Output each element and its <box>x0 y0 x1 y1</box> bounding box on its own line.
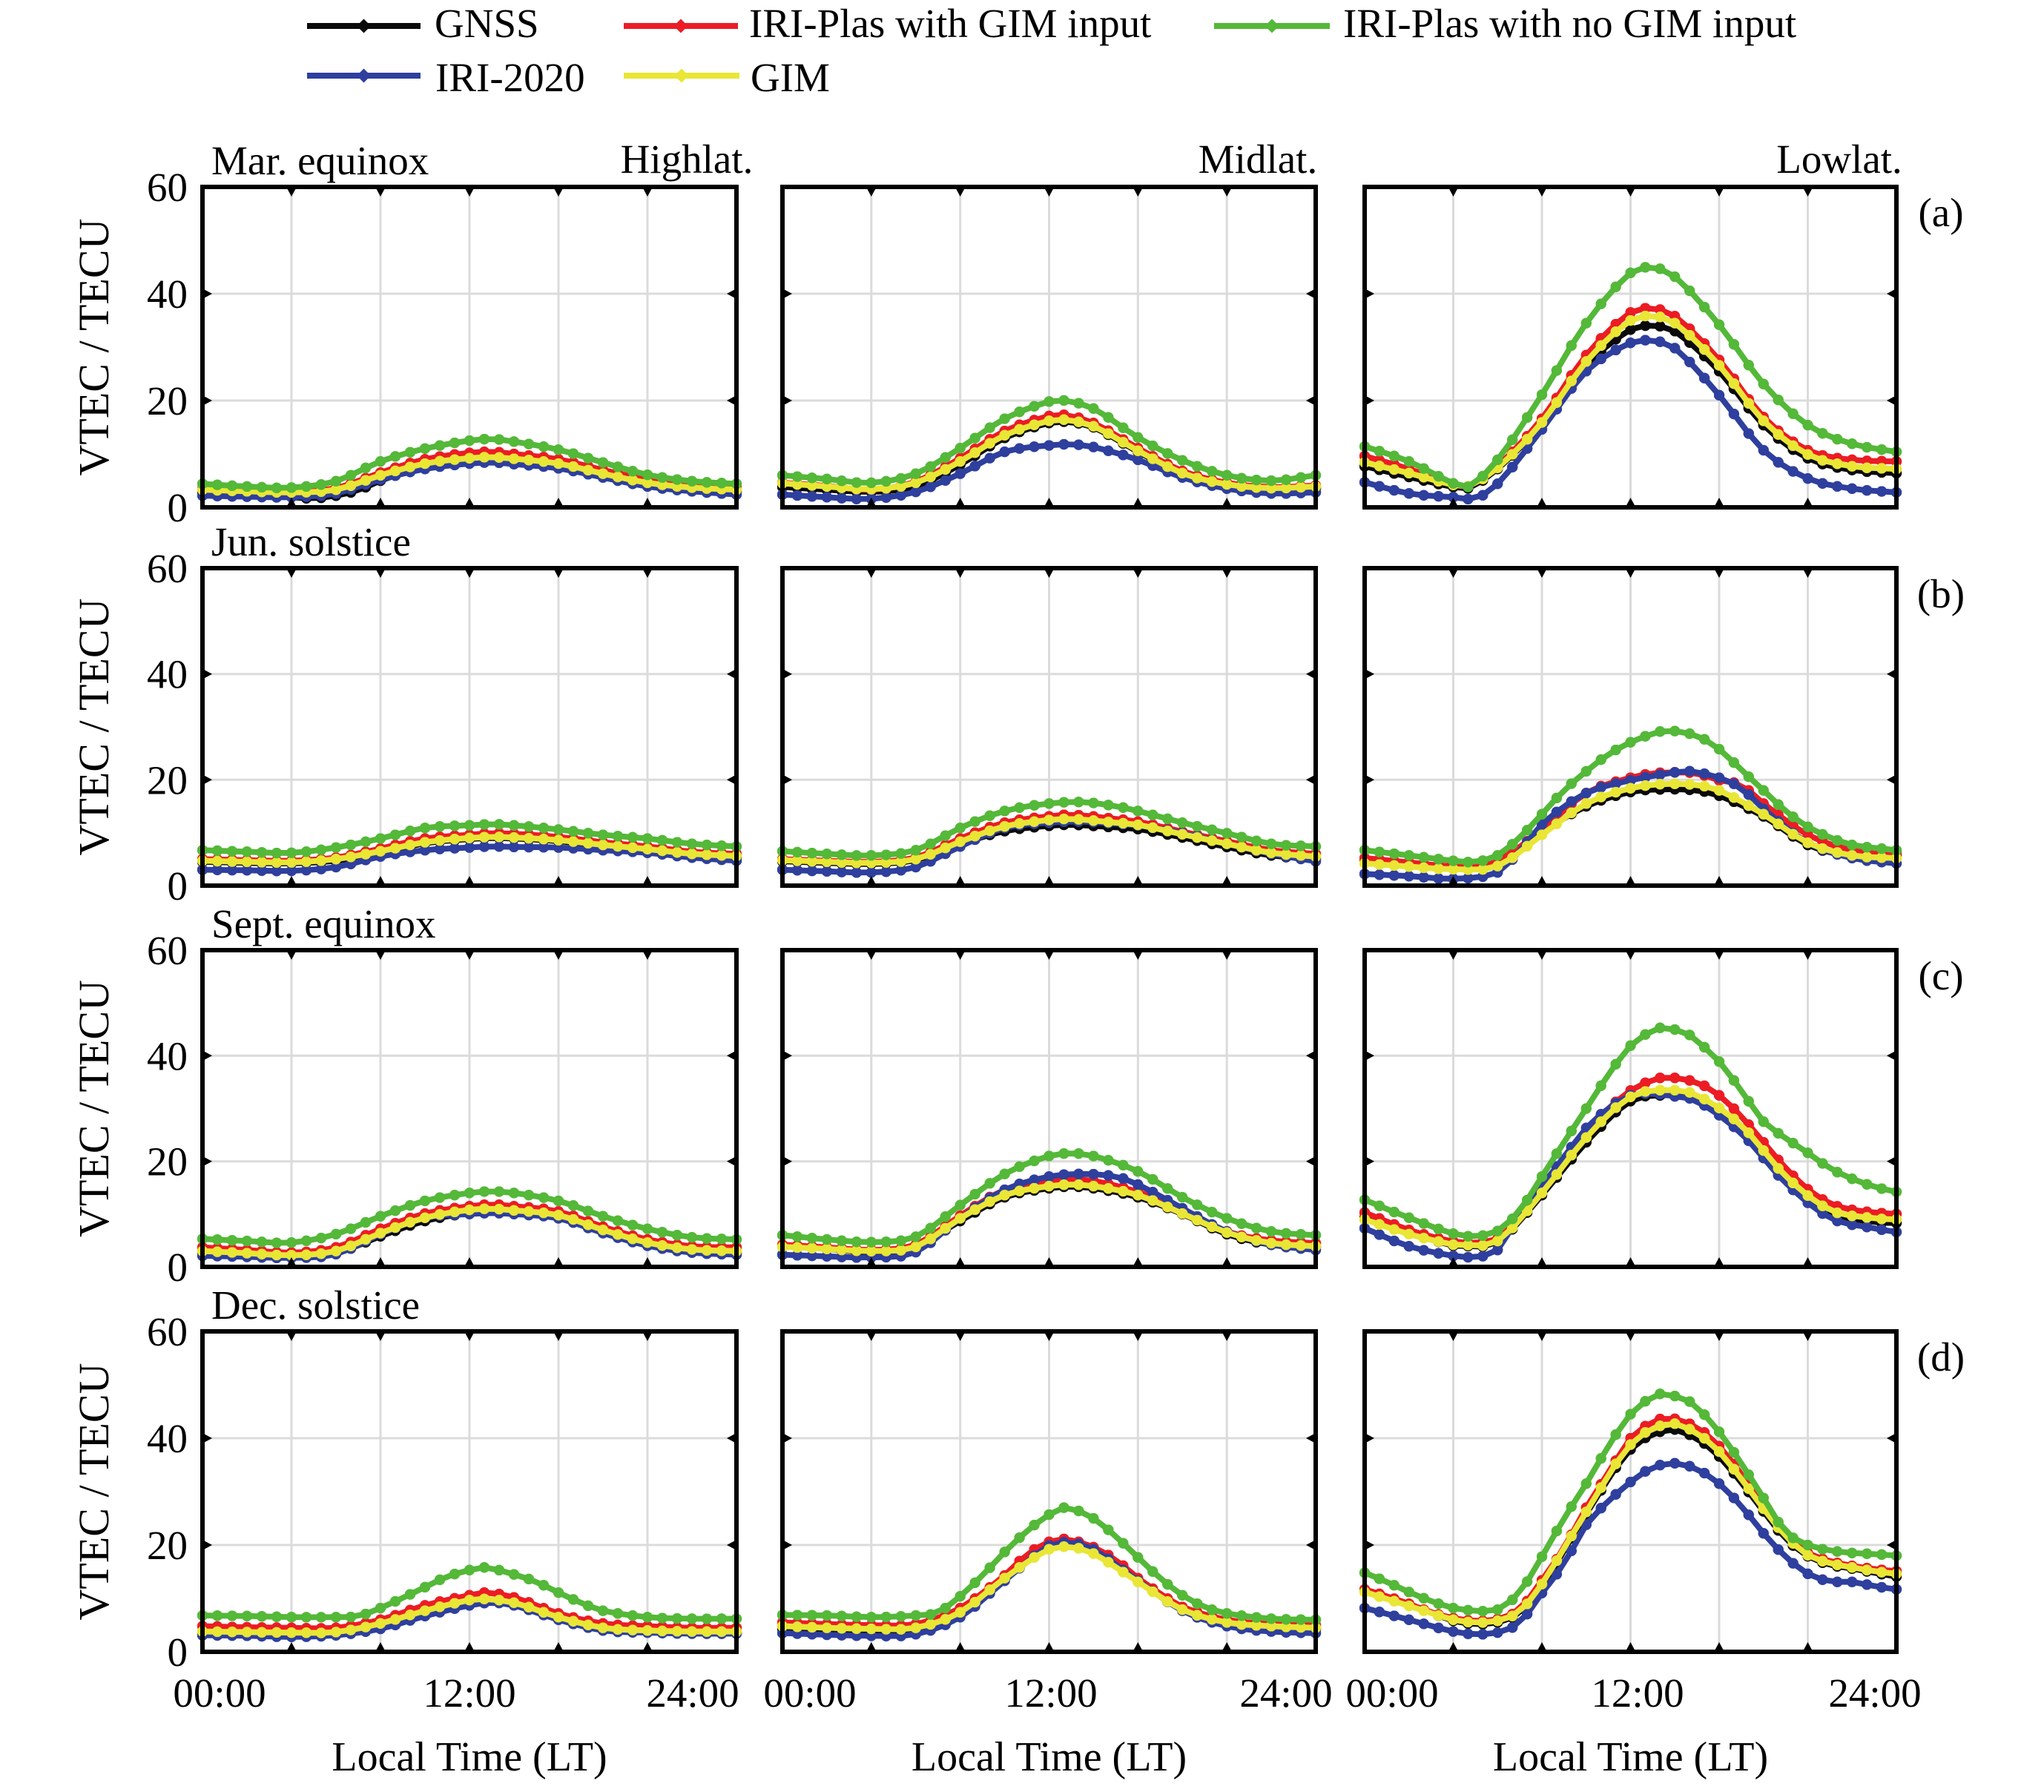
svg-text:12:00: 12:00 <box>1591 1670 1684 1716</box>
svg-text:60: 60 <box>147 1309 188 1354</box>
svg-text:Jun. solstice: Jun. solstice <box>211 519 411 564</box>
svg-text:GNSS: GNSS <box>435 1 539 46</box>
svg-text:VTEC / TECU: VTEC / TECU <box>70 1363 118 1621</box>
svg-text:Lowlat.: Lowlat. <box>1776 136 1902 182</box>
svg-text:(b): (b) <box>1917 571 1965 616</box>
svg-text:(c): (c) <box>1918 953 1963 998</box>
svg-text:60: 60 <box>147 928 188 973</box>
svg-text:Highlat.: Highlat. <box>621 136 754 182</box>
svg-text:(a): (a) <box>1918 190 1963 235</box>
svg-text:00:00: 00:00 <box>763 1670 856 1716</box>
svg-text:0: 0 <box>168 1630 188 1675</box>
svg-text:Dec. solstice: Dec. solstice <box>211 1282 420 1328</box>
svg-text:40: 40 <box>147 271 188 317</box>
svg-text:12:00: 12:00 <box>423 1670 515 1716</box>
svg-text:20: 20 <box>147 757 188 803</box>
svg-text:IRI-Plas with GIM input: IRI-Plas with GIM input <box>749 1 1151 46</box>
svg-text:VTEC / TECU: VTEC / TECU <box>70 219 118 476</box>
svg-text:00:00: 00:00 <box>173 1670 266 1716</box>
svg-text:24:00: 24:00 <box>646 1670 739 1716</box>
svg-text:40: 40 <box>147 1416 188 1461</box>
svg-text:Midlat.: Midlat. <box>1199 136 1317 182</box>
svg-text:12:00: 12:00 <box>1004 1670 1097 1716</box>
svg-text:40: 40 <box>147 1033 188 1078</box>
svg-text:0: 0 <box>168 863 188 909</box>
svg-text:IRI-2020: IRI-2020 <box>435 55 585 100</box>
svg-text:Mar. equinox: Mar. equinox <box>211 138 429 183</box>
svg-text:VTEC / TECU: VTEC / TECU <box>70 980 118 1237</box>
svg-text:20: 20 <box>147 1139 188 1185</box>
svg-text:IRI-Plas with no GIM input: IRI-Plas with no GIM input <box>1343 1 1796 46</box>
svg-text:24:00: 24:00 <box>1828 1670 1921 1716</box>
svg-text:24:00: 24:00 <box>1239 1670 1332 1716</box>
svg-text:40: 40 <box>147 652 188 697</box>
svg-text:VTEC / TECU: VTEC / TECU <box>70 599 118 856</box>
svg-text:0: 0 <box>168 485 188 530</box>
svg-text:Local Time (LT): Local Time (LT) <box>1493 1734 1768 1780</box>
svg-text:Local Time (LT): Local Time (LT) <box>911 1734 1187 1780</box>
svg-text:60: 60 <box>147 546 188 591</box>
svg-text:Local Time (LT): Local Time (LT) <box>332 1734 607 1780</box>
svg-text:0: 0 <box>168 1245 188 1290</box>
svg-text:60: 60 <box>147 165 188 210</box>
svg-text:GIM: GIM <box>751 55 830 100</box>
svg-text:20: 20 <box>147 378 188 424</box>
svg-text:(d): (d) <box>1917 1334 1965 1380</box>
svg-text:Sept. equinox: Sept. equinox <box>211 901 435 946</box>
svg-text:00:00: 00:00 <box>1345 1670 1438 1716</box>
svg-text:20: 20 <box>147 1523 188 1568</box>
